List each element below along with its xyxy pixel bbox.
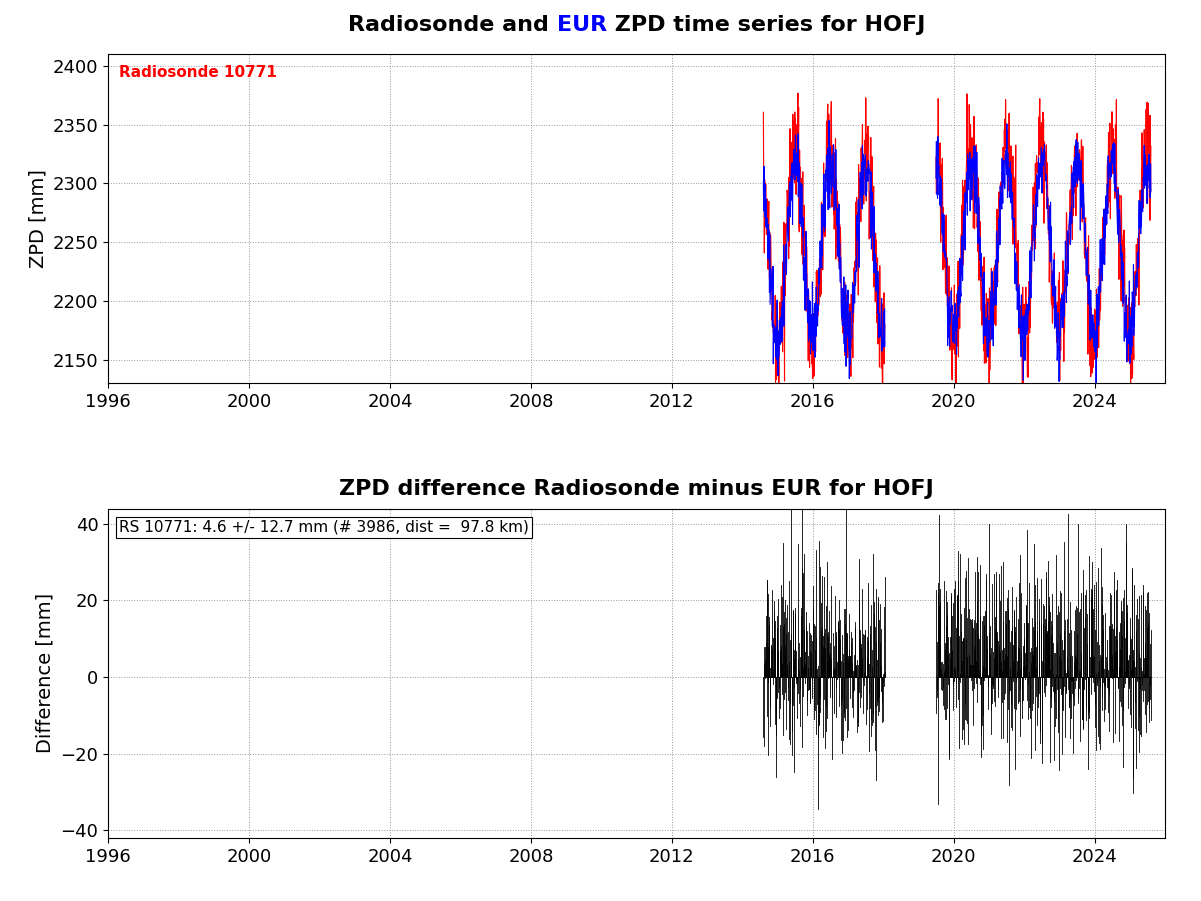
Title: ZPD difference Radiosonde minus EUR for HOFJ: ZPD difference Radiosonde minus EUR for … [339, 478, 934, 498]
Text: RS 10771: 4.6 +/- 12.7 mm (# 3986, dist =  97.8 km): RS 10771: 4.6 +/- 12.7 mm (# 3986, dist … [119, 520, 528, 534]
Text: Radiosonde and: Radiosonde and [348, 15, 556, 35]
Text: ZPD time series for HOFJ: ZPD time series for HOFJ [607, 15, 925, 35]
Y-axis label: Difference [mm]: Difference [mm] [36, 593, 55, 753]
Text: Radiosonde 10771: Radiosonde 10771 [119, 65, 276, 80]
Text: EUR: EUR [556, 15, 607, 35]
Y-axis label: ZPD [mm]: ZPD [mm] [28, 169, 47, 268]
